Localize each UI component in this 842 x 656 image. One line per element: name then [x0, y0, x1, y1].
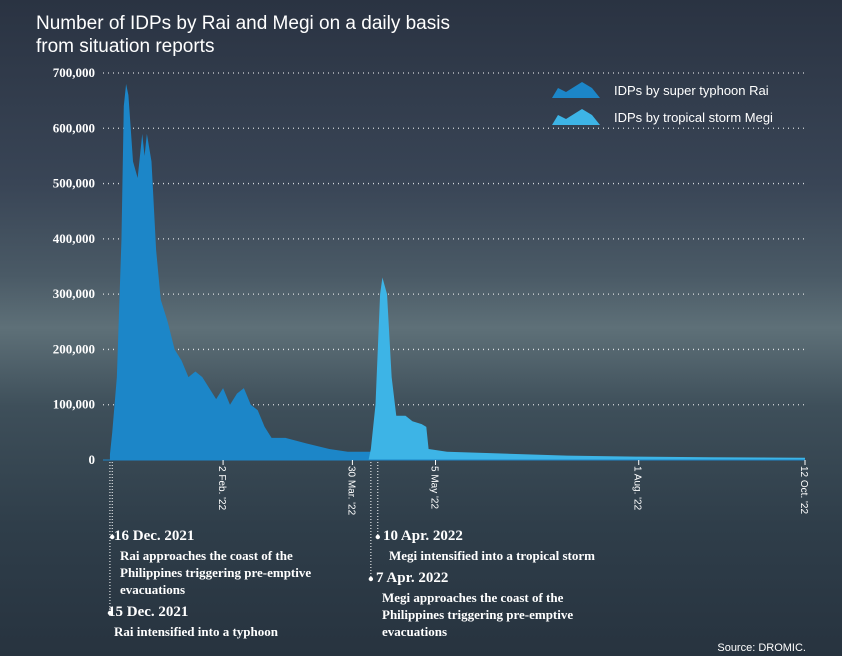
x-tick-label: 2 Feb. '22: [216, 466, 227, 511]
x-tick-label: 12 Oct. '22: [798, 466, 809, 514]
legend-swatch: [552, 109, 600, 125]
annotation-heading: 7 Apr. 2022: [376, 570, 576, 587]
x-tick-label: 1 Aug. '22: [632, 466, 643, 511]
annotation: 16 Dec. 2021 Rai approaches the coast of …: [114, 528, 354, 598]
legend-label: IDPs by tropical storm Megi: [614, 110, 773, 125]
annotation-heading: 15 Dec. 2021: [108, 604, 328, 621]
annotation-text: Rai intensified into a typhoon: [114, 623, 328, 640]
annotation: 10 Apr. 2022 Megi intensified into a trop…: [383, 528, 633, 564]
annotation-text: Rai approaches the coast of the Philippi…: [120, 547, 354, 598]
y-tick-label: 600,000: [53, 120, 95, 135]
chart-title: Number of IDPs by Rai and Megi on a dail…: [36, 12, 456, 58]
annotation-heading: 16 Dec. 2021: [114, 528, 354, 545]
y-tick-label: 500,000: [53, 176, 95, 191]
annotation-text: Megi approaches the coast of the Philipp…: [382, 589, 576, 640]
y-tick-label: 200,000: [53, 341, 95, 356]
x-tick-label: 5 May '22: [429, 466, 440, 509]
y-tick-label: 0: [89, 452, 96, 467]
area: [110, 84, 805, 460]
area: [369, 278, 805, 460]
y-tick-label: 700,000: [53, 65, 95, 80]
annotation-heading: 10 Apr. 2022: [383, 528, 633, 545]
annotation-dot: [376, 535, 380, 539]
y-tick-label: 400,000: [53, 231, 95, 246]
x-tick-label: 30 Mar. '22: [345, 466, 356, 516]
annotation: 15 Dec. 2021 Rai intensified into a typho…: [108, 604, 328, 640]
legend-swatch: [552, 82, 600, 98]
chart: 0 100,000 200,000 300,000 400,000 500,000 600,…: [0, 0, 842, 656]
y-tick-label: 100,000: [53, 397, 95, 412]
source: Source: DROMIC.: [717, 642, 806, 654]
annotation: 7 Apr. 2022 Megi approaches the coast of …: [376, 570, 576, 640]
annotation-dot: [369, 577, 373, 581]
annotation-text: Megi intensified into a tropical storm: [389, 547, 633, 564]
y-tick-label: 300,000: [53, 286, 95, 301]
legend-label: IDPs by super typhoon Rai: [614, 83, 769, 98]
